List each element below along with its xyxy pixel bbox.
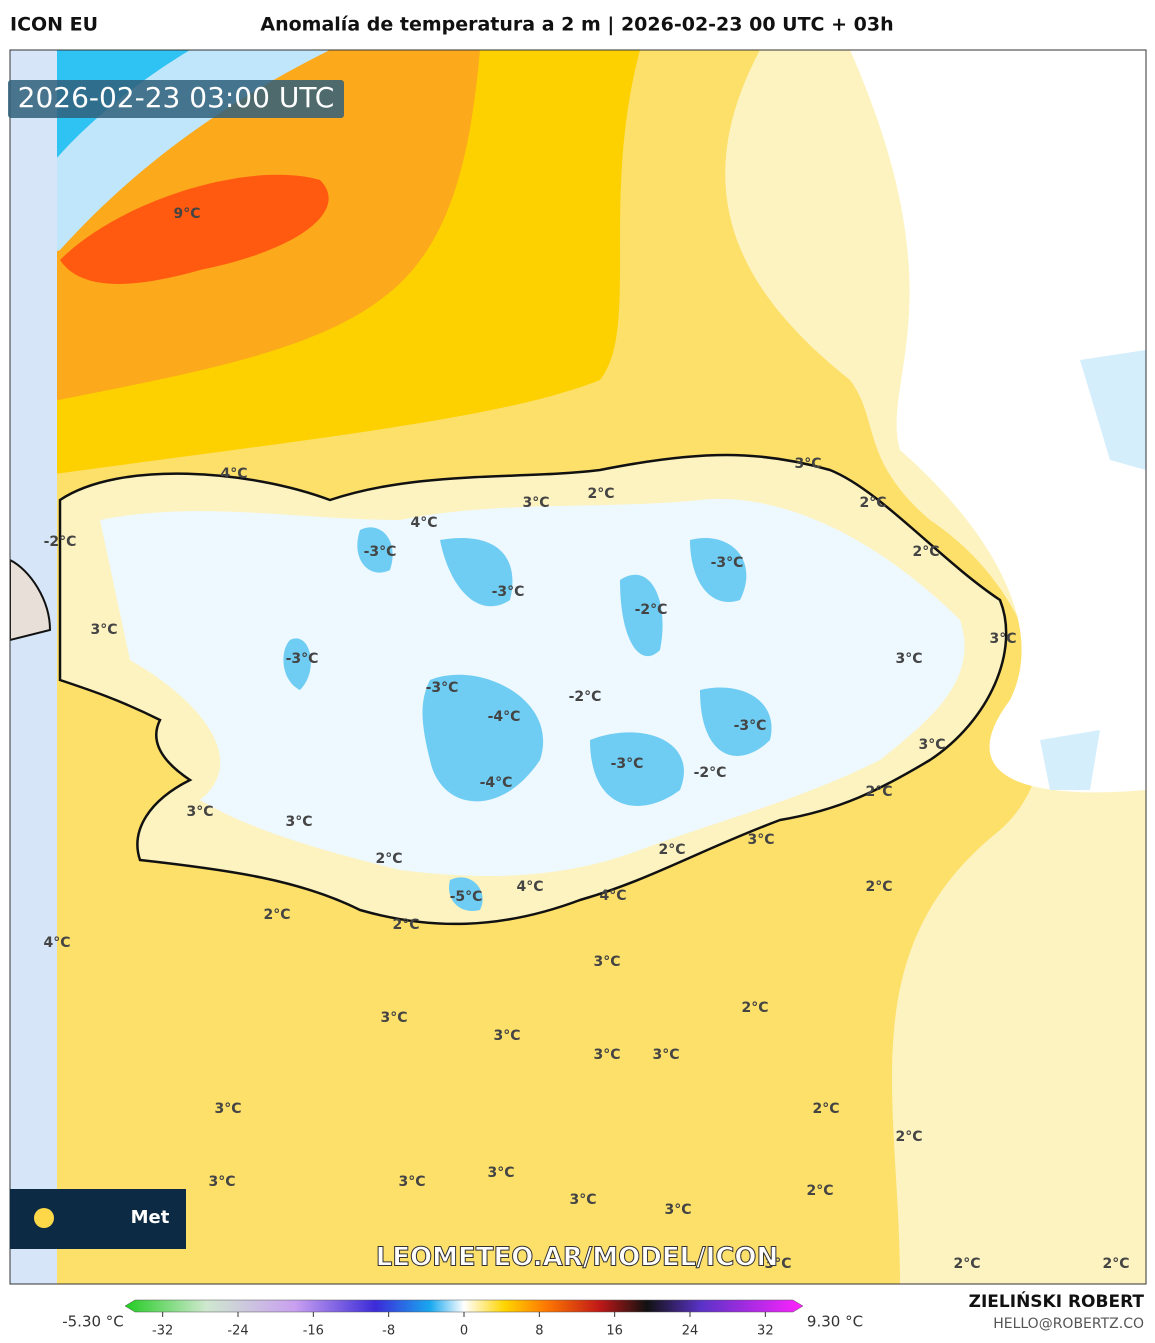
zero-zone: [850, 50, 1146, 793]
contour-label: 2°C: [859, 495, 886, 511]
colorbar-tick-label: 8: [535, 1324, 543, 1339]
contour-label: -3°C: [711, 555, 744, 571]
contour-label: 2°C: [392, 917, 419, 933]
contour-label: 3°C: [487, 1165, 514, 1181]
contour-label: 3°C: [593, 1047, 620, 1063]
contour-label: -2°C: [694, 765, 727, 781]
contour-label: 3°C: [493, 1028, 520, 1044]
contour-label: 2°C: [865, 784, 892, 800]
island-cool: [100, 499, 965, 876]
colorbar-max: 9.30 °C: [807, 1313, 863, 1331]
contour-label: -3°C: [426, 680, 459, 696]
colorbar-min: -5.30 °C: [62, 1313, 124, 1331]
contour-label: 9°C: [173, 206, 200, 222]
colorbar-tick-label: 24: [682, 1324, 699, 1339]
contour-label: 4°C: [599, 888, 626, 904]
logo-sun: [34, 1208, 54, 1228]
contour-label: 3°C: [989, 631, 1016, 647]
contour-label: 2°C: [912, 544, 939, 560]
model-name: ICON EU: [10, 14, 98, 36]
contour-label: 3°C: [918, 737, 945, 753]
edge-strip: [10, 50, 57, 1284]
map-frame: [9, 49, 1147, 1285]
colorbar-tick-label: 0: [460, 1324, 468, 1339]
contour-label: 3°C: [186, 804, 213, 820]
colorbar-tick-label: -32: [152, 1324, 173, 1339]
title: Anomalía de temperatura a 2 m | 2026-02-…: [260, 14, 893, 36]
colorbar-tick-label: -16: [303, 1324, 324, 1339]
contour-label: -2°C: [635, 602, 668, 618]
contour-label: -3°C: [492, 584, 525, 600]
colorbar-tick-label: -8: [382, 1324, 395, 1339]
contour-label: 2°C: [806, 1183, 833, 1199]
greenland-edge: [10, 558, 52, 642]
contour-label: 2°C: [658, 842, 685, 858]
contour-label: 2°C: [953, 1256, 980, 1272]
contour-label: 3°C: [285, 814, 312, 830]
contour-label: -2°C: [569, 689, 602, 705]
map: [10, 50, 1146, 1284]
contour-label: -3°C: [364, 544, 397, 560]
contour-label: 3°C: [569, 1192, 596, 1208]
contour-labels: 9°C 4°C 3°C 3°C 2°C 2°C -2°C -3°C 4°C -3°C 2°C -3°C…: [43, 206, 1129, 1272]
contour-label: 3°C: [652, 1047, 679, 1063]
contour-label: 3°C: [747, 832, 774, 848]
contour-label: -3°C: [611, 756, 644, 772]
contour-label: 4°C: [516, 879, 543, 895]
contour-label: 3°C: [208, 1174, 235, 1190]
contour-label: 3°C: [794, 456, 821, 472]
contour-label: 2°C: [1102, 1256, 1129, 1272]
contour-label: 2°C: [741, 1000, 768, 1016]
contour-label: 2°C: [895, 1129, 922, 1145]
contour-label: 2°C: [812, 1101, 839, 1117]
contour-label: 2°C: [375, 851, 402, 867]
contour-label: 3°C: [214, 1101, 241, 1117]
colorbar-tick-label: -24: [227, 1324, 248, 1339]
contour-label: 3°C: [398, 1174, 425, 1190]
time-box: [8, 80, 344, 118]
colorbar: -32 -24 -16 -8 0 8 16 24 32: [124, 1299, 804, 1339]
red-zone: [60, 174, 329, 284]
contact: HELLO@ROBERTZ.CO: [993, 1316, 1144, 1332]
contour-label: -5°C: [450, 889, 483, 905]
colorbar-ramp: [124, 1299, 804, 1313]
valid-time: 2026-02-23 03:00 UTC: [18, 81, 335, 114]
contour-label: 2°C: [263, 907, 290, 923]
contour-label: -4°C: [488, 709, 521, 725]
colorbar-tick-label: 32: [757, 1324, 774, 1339]
contour-label: 3°C: [593, 954, 620, 970]
cool-patch: [1040, 350, 1146, 790]
island-cold: [283, 527, 772, 911]
contour-label: 3°C: [522, 495, 549, 511]
contour-label: 2°C: [865, 879, 892, 895]
contour-label: -4°C: [480, 775, 513, 791]
contour-label: 3°C: [764, 1256, 791, 1272]
contour-label: 3°C: [664, 1202, 691, 1218]
contour-label: 3°C: [380, 1010, 407, 1026]
colorbar-tick-label: 16: [606, 1324, 623, 1339]
contour-label: 2°C: [587, 486, 614, 502]
contour-label: 4°C: [410, 515, 437, 531]
watermark: LEOMETEO.AR/MODEL/ICON: [376, 1243, 779, 1273]
contour-label: -2°C: [44, 534, 77, 550]
author: ZIELIŃSKI ROBERT: [969, 1290, 1145, 1312]
contour-label: -3°C: [734, 718, 767, 734]
contour-label: -3°C: [286, 651, 319, 667]
contour-label: 4°C: [220, 466, 247, 482]
logo-text: Met: [131, 1207, 170, 1228]
contour-label: 3°C: [90, 622, 117, 638]
contour-label: 4°C: [43, 935, 70, 951]
contour-label: 3°C: [895, 651, 922, 667]
